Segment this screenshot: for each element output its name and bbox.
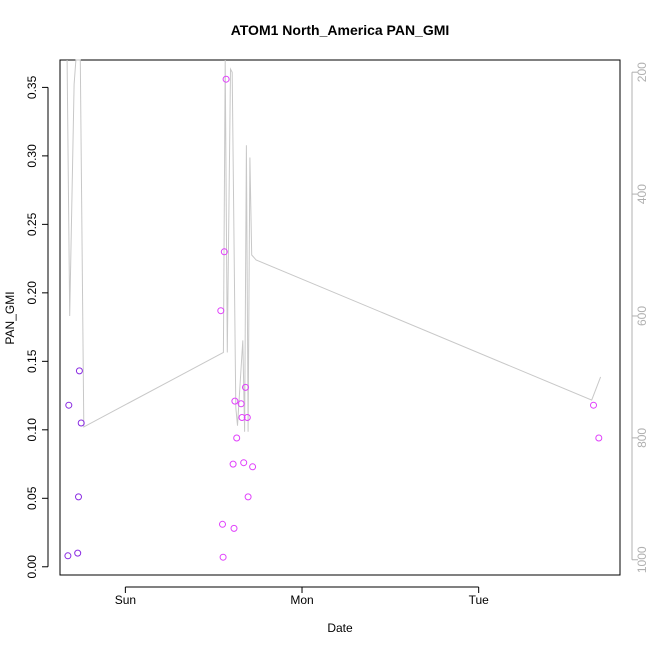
data-point: [590, 401, 597, 409]
chart-title: ATOM1 North_America PAN_GMI: [231, 22, 450, 38]
data-point: [64, 552, 72, 560]
data-point: [75, 493, 82, 501]
series-line: [66, 59, 602, 432]
y-tick-label: 0.35: [25, 75, 39, 99]
data-point: [75, 367, 83, 375]
axes-layer: 0.00 0.05 0.10 0.15 0.20 0.25 0.30 0.35 200 400 60…: [25, 62, 649, 607]
data-point: [231, 397, 239, 405]
data-point: [229, 460, 237, 468]
x-tick-label: Sun: [115, 593, 136, 607]
line-layer: [66, 59, 602, 432]
x-axis-label: Date: [327, 621, 353, 635]
data-point: [219, 553, 227, 561]
data-point: [217, 307, 225, 315]
plot-frame: [59, 59, 621, 576]
y-tick-label: 0.20: [25, 281, 39, 305]
data-point: [595, 434, 603, 442]
data-point: [220, 248, 228, 256]
data-point: [77, 419, 85, 427]
data-point: [243, 414, 251, 421]
y2-tick-label: 600: [635, 306, 649, 326]
y2-tick-label: 800: [635, 428, 649, 448]
data-point: [222, 75, 230, 83]
y-tick-label: 0.15: [25, 349, 39, 373]
data-point: [240, 459, 248, 467]
y-tick-label: 0.05: [25, 486, 39, 510]
x-tick-label: Tue: [469, 593, 490, 607]
points-layer: [64, 75, 603, 561]
y-tick-label: 0.00: [25, 555, 39, 579]
y2-tick-label: 1000: [635, 546, 649, 573]
data-point: [65, 401, 73, 409]
y-axis-label: PAN_GMI: [3, 291, 17, 344]
y-tick-label: 0.25: [25, 212, 39, 236]
y2-tick-label: 400: [635, 184, 649, 204]
data-point: [219, 520, 226, 528]
data-point: [238, 414, 246, 421]
data-point: [242, 383, 249, 391]
data-point: [233, 434, 241, 442]
data-point: [237, 400, 245, 408]
data-point: [74, 549, 82, 557]
x-tick-label: Mon: [290, 593, 313, 607]
y2-tick-label: 200: [635, 62, 649, 82]
y-tick-label: 0.10: [25, 418, 39, 442]
data-point: [249, 463, 257, 471]
data-point: [230, 524, 238, 532]
data-point: [244, 493, 252, 501]
y-tick-label: 0.30: [25, 144, 39, 168]
